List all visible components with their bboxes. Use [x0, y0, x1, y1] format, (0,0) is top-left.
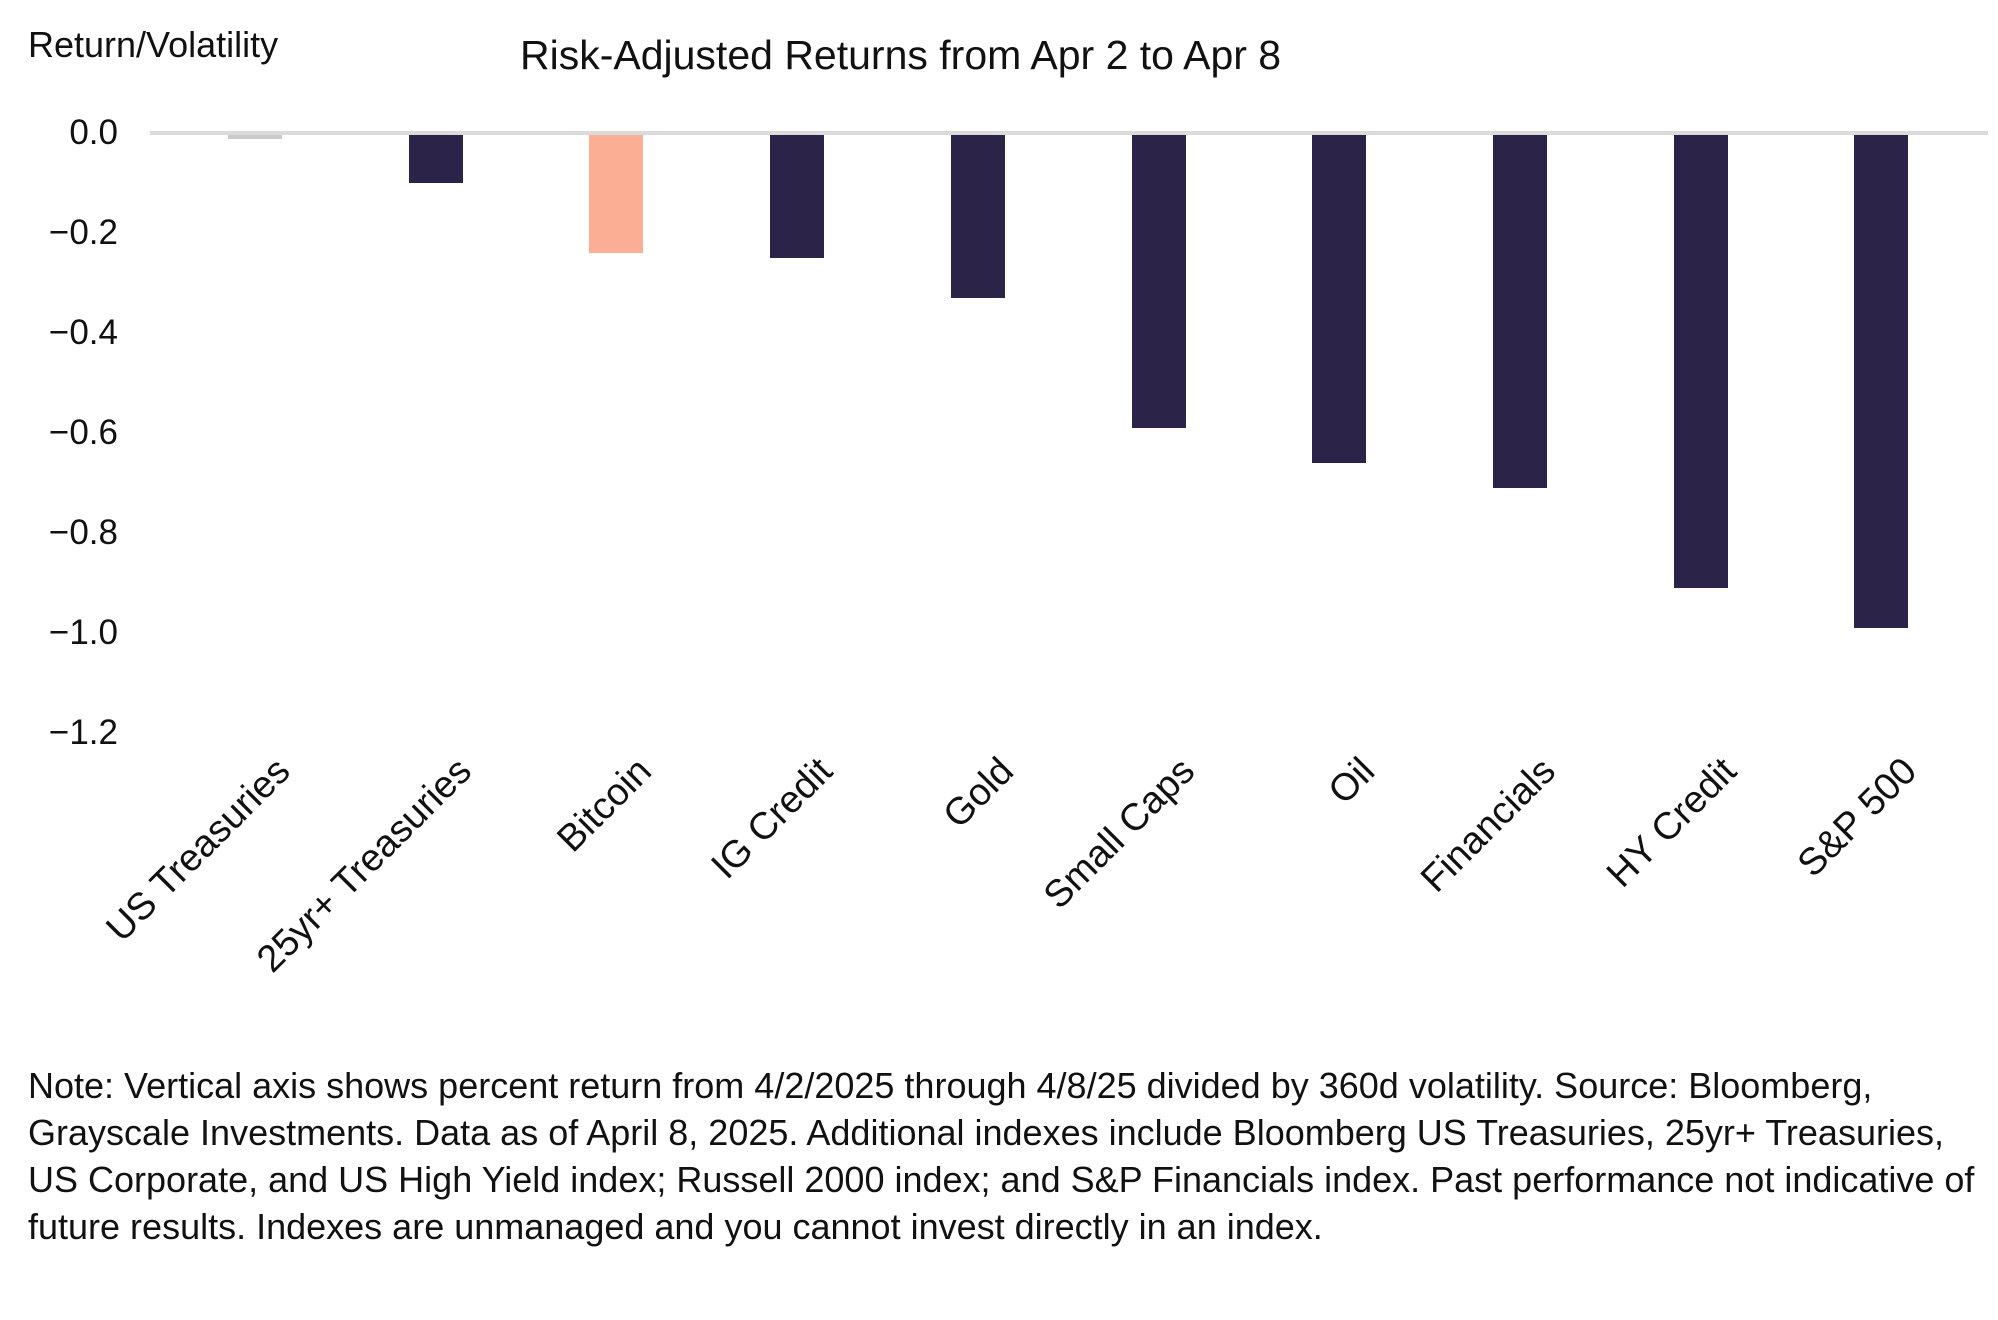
- ytick-label-5: −1.0: [48, 613, 118, 652]
- chart-title: Risk-Adjusted Returns from Apr 2 to Apr …: [520, 32, 1282, 78]
- category-label-hy-credit: HY Credit: [1599, 750, 1745, 896]
- bar-ig-credit: [770, 135, 824, 258]
- ytick-label-4: −0.8: [48, 513, 118, 552]
- category-label-financials: Financials: [1413, 750, 1564, 901]
- category-label-us-treasuries: US Treasuries: [98, 750, 299, 950]
- bar-oil: [1312, 135, 1366, 463]
- category-label-small-caps: Small Caps: [1035, 750, 1203, 918]
- footnote: Note: Vertical axis shows percent return…: [28, 1065, 1975, 1247]
- y-axis-unit-label: Return/Volatility: [28, 24, 279, 65]
- category-label-gold: Gold: [935, 750, 1022, 837]
- bar-s-p-500: [1854, 135, 1908, 628]
- ytick-label-2: −0.4: [48, 313, 118, 352]
- bar-25yr-treasuries: [409, 135, 463, 183]
- zero-axis-line: [150, 131, 1988, 135]
- bar-small-caps: [1132, 135, 1186, 428]
- category-label-oil: Oil: [1320, 750, 1383, 813]
- bar-hy-credit: [1674, 135, 1728, 588]
- ytick-label-1: −0.2: [48, 213, 118, 252]
- category-label-ig-credit: IG Credit: [703, 750, 841, 888]
- bar-bitcoin: [589, 135, 643, 253]
- category-label-s-p-500: S&P 500: [1789, 750, 1925, 886]
- ytick-label-3: −0.6: [48, 413, 118, 452]
- bar-gold: [951, 135, 1005, 298]
- category-label-bitcoin: Bitcoin: [549, 750, 660, 861]
- ytick-label-0: 0.0: [69, 113, 118, 152]
- bar-us-treasuries: [228, 135, 282, 139]
- ytick-label-6: −1.2: [48, 713, 118, 752]
- bar-financials: [1493, 135, 1547, 488]
